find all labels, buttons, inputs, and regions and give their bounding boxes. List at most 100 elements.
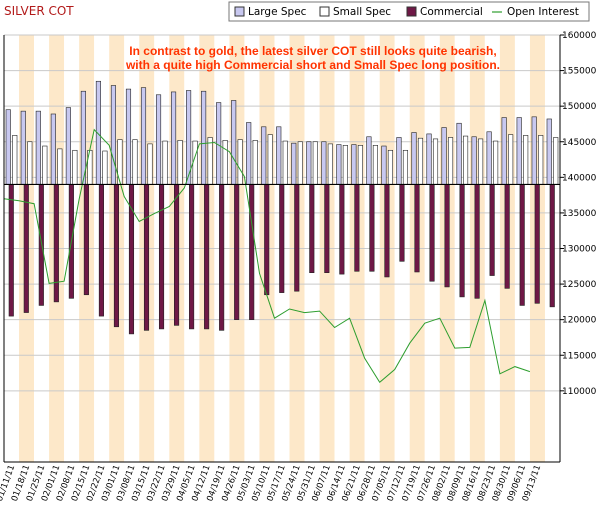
bar-small-spec — [312, 141, 318, 185]
annotation-line-2: with a quite high Commercial short and S… — [125, 58, 500, 72]
bar-small-spec — [508, 134, 514, 185]
bar-small-spec — [132, 139, 138, 185]
bar-small-spec — [402, 149, 409, 185]
bar-commercial — [519, 184, 525, 306]
bar-commercial — [369, 184, 375, 272]
bars — [5, 80, 559, 335]
y-tick-label: 110000 — [562, 387, 597, 397]
bar-large-spec — [291, 142, 297, 185]
bar-commercial — [504, 184, 510, 289]
bar-commercial — [444, 184, 450, 288]
bar-commercial — [234, 184, 240, 320]
bar-large-spec — [65, 107, 71, 185]
legend-swatch-commercial — [406, 6, 417, 17]
bar-commercial — [158, 184, 165, 330]
bar-commercial — [549, 184, 555, 308]
bar-large-spec — [261, 126, 267, 185]
bar-large-spec — [201, 90, 207, 185]
bar-small-spec — [297, 141, 303, 185]
bar-small-spec — [478, 138, 484, 185]
bar-commercial — [98, 184, 104, 317]
bar-small-spec — [538, 135, 544, 185]
bar-large-spec — [246, 122, 252, 185]
bar-large-spec — [50, 113, 56, 185]
bar-commercial — [113, 184, 120, 328]
bar-commercial — [384, 184, 390, 278]
bar-small-spec — [177, 140, 183, 185]
bar-large-spec — [456, 122, 462, 185]
y-tick-label: 120000 — [562, 316, 597, 326]
legend-label-open-interest: Open Interest — [507, 6, 579, 18]
bar-large-spec — [531, 116, 537, 185]
bar-small-spec — [12, 135, 18, 185]
y-tick-label: 140000 — [562, 173, 597, 183]
bar-commercial — [83, 184, 89, 296]
bar-commercial — [429, 184, 435, 282]
bar-large-spec — [501, 117, 507, 185]
bar-small-spec — [493, 140, 499, 185]
bar-large-spec — [216, 102, 222, 185]
y-tick-labels: 160000 155000 150000 145000 140000 135000 1300… — [562, 31, 597, 397]
bar-small-spec — [147, 143, 153, 185]
bar-commercial — [204, 184, 210, 330]
bar-commercial — [249, 184, 255, 320]
open-interest-line-group — [3, 128, 531, 384]
bar-large-spec — [125, 88, 132, 185]
y-tick-label: 125000 — [562, 280, 597, 290]
y-tick-label: 155000 — [562, 67, 597, 77]
bar-commercial — [399, 184, 405, 262]
bar-small-spec — [342, 145, 348, 185]
bar-small-spec — [463, 135, 469, 185]
y-tick-label: 135000 — [562, 209, 597, 219]
bar-large-spec — [155, 94, 162, 185]
bar-large-spec — [171, 91, 177, 185]
bar-large-spec — [306, 141, 312, 185]
bar-small-spec — [237, 139, 243, 185]
y-tick-label: 115000 — [562, 351, 597, 361]
bar-commercial — [23, 184, 29, 313]
bar-large-spec — [396, 137, 402, 185]
bar-commercial — [8, 184, 14, 317]
legend-label-small-spec: Small Spec — [333, 6, 391, 18]
open-interest-line — [3, 128, 531, 384]
bar-large-spec — [231, 100, 237, 185]
bar-commercial — [294, 184, 300, 292]
bar-large-spec — [381, 145, 387, 185]
bar-commercial — [339, 184, 345, 275]
y-tick-label: 160000 — [562, 31, 597, 41]
bar-large-spec — [411, 132, 417, 185]
bar-large-spec — [321, 141, 327, 185]
bar-small-spec — [447, 137, 454, 185]
bar-commercial — [143, 184, 150, 331]
bar-commercial — [264, 184, 270, 296]
y-tick-label: 130000 — [562, 245, 597, 255]
bar-small-spec — [252, 140, 258, 185]
chart-title: SILVER COT — [4, 4, 74, 18]
bar-large-spec — [276, 126, 282, 185]
bar-large-spec — [336, 144, 342, 185]
bar-commercial — [534, 184, 540, 304]
bar-large-spec — [351, 144, 357, 185]
bar-large-spec — [20, 110, 26, 185]
bar-small-spec — [162, 140, 168, 185]
x-tick-labels: 01/11/1101/18/1101/25/1102/01/1102/08/11… — [0, 464, 543, 503]
bar-commercial — [279, 184, 285, 293]
bar-small-spec — [222, 140, 228, 185]
bar-commercial — [354, 184, 360, 272]
bar-small-spec — [523, 135, 529, 185]
bar-commercial — [309, 184, 315, 273]
bar-commercial — [474, 184, 480, 299]
bar-small-spec — [372, 145, 378, 185]
bar-small-spec — [42, 145, 48, 185]
legend: Large Spec Small Spec Commercial Open In… — [228, 1, 590, 22]
bar-large-spec — [110, 85, 117, 185]
bar-small-spec — [57, 148, 63, 185]
bar-small-spec — [432, 138, 439, 185]
bar-large-spec — [426, 133, 432, 185]
bar-large-spec — [441, 127, 447, 185]
legend-label-large-spec: Large Spec — [248, 6, 307, 18]
bar-large-spec — [5, 109, 11, 185]
bar-small-spec — [282, 140, 288, 185]
